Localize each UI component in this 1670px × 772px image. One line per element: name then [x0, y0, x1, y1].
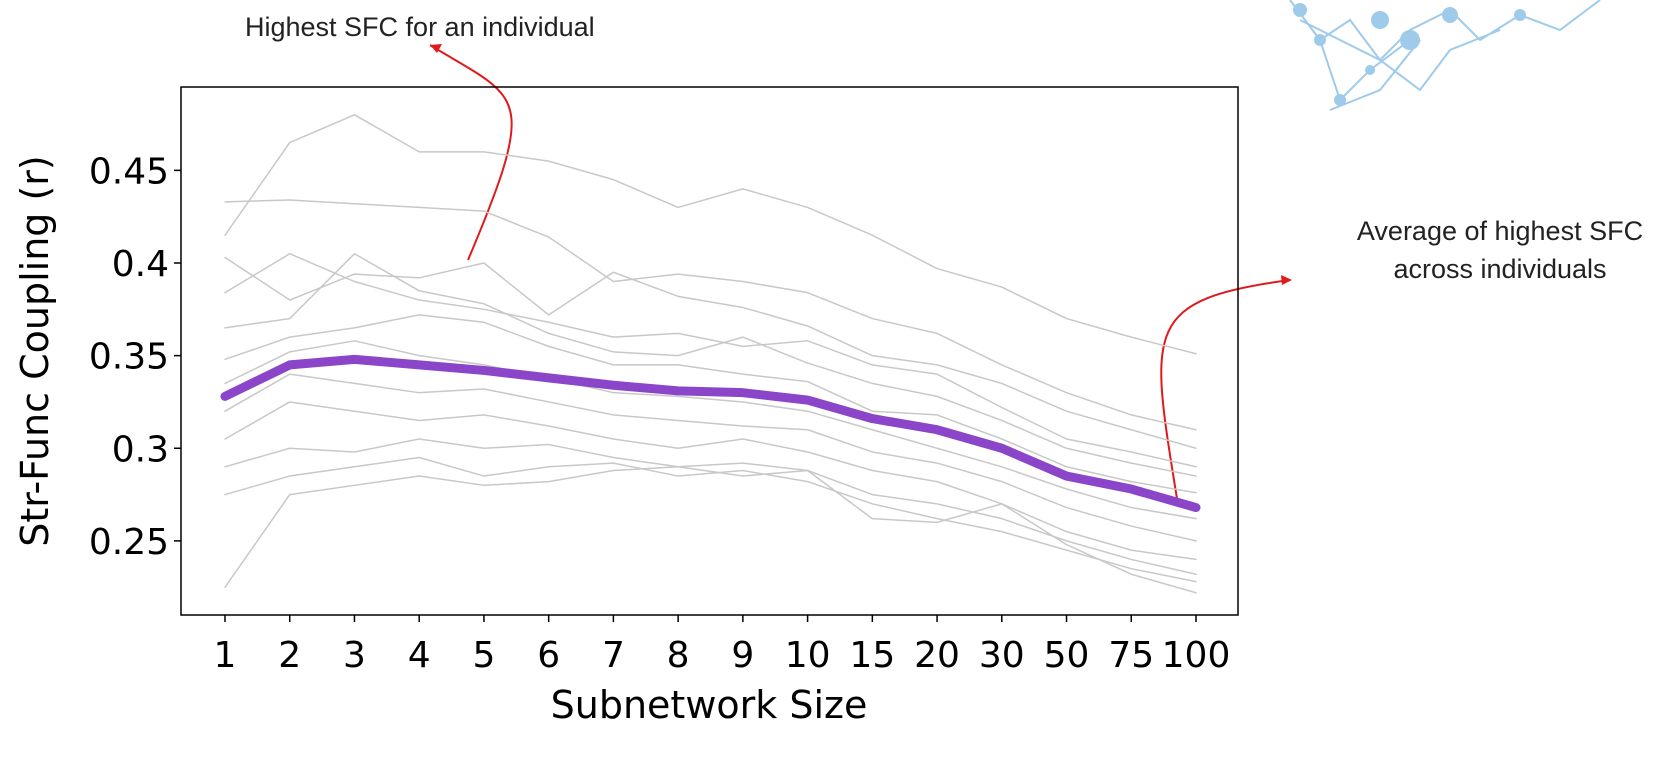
individual-line: [224, 314, 1197, 494]
y-tick-label: 0.35: [89, 337, 169, 378]
x-tick-label: 5: [472, 635, 495, 676]
x-tick-label: 7: [602, 635, 625, 676]
annotation-arrow: [1160, 279, 1291, 506]
arrow-head: [430, 44, 442, 53]
x-tick-label: 30: [979, 635, 1025, 676]
annotation-arrow: [429, 44, 513, 261]
individual-line: [224, 340, 1197, 520]
arrow-head: [1281, 275, 1292, 285]
x-tick-label: 50: [1044, 635, 1090, 676]
individual-line: [224, 252, 1197, 477]
individual-line: [224, 466, 1197, 594]
mean-line: [220, 354, 1201, 513]
individual-line: [224, 199, 1197, 431]
plot-frame: [180, 86, 1239, 616]
individual-line: [224, 114, 1197, 355]
x-tick-label: 6: [537, 635, 560, 676]
x-tick-label: 8: [667, 635, 690, 676]
individual-line: [224, 438, 1197, 575]
y-tick-label: 0.25: [89, 522, 169, 563]
y-tick-label: 0.4: [112, 244, 169, 285]
individual-line: [224, 401, 1197, 561]
x-tick-label: 10: [785, 635, 831, 676]
x-tick-label: 3: [343, 635, 366, 676]
individual-line: [224, 373, 1197, 542]
x-tick-label: 9: [731, 635, 754, 676]
x-tick-label: 15: [849, 635, 895, 676]
individual-line: [224, 252, 1197, 468]
annotation: Highest SFC for an individual: [245, 12, 595, 42]
x-axis-label: Subnetwork Size: [551, 683, 868, 727]
x-tick-label: 2: [278, 635, 301, 676]
y-tick-label: 0.3: [112, 429, 169, 470]
x-tick-label: 4: [408, 635, 431, 676]
y-axis-label: Str-Func Coupling (r): [13, 155, 57, 547]
x-tick-label: 75: [1108, 635, 1154, 676]
logo: [1289, 0, 1601, 111]
x-tick-label: 100: [1162, 635, 1231, 676]
x-tick-label: 1: [214, 635, 237, 676]
x-tick-label: 20: [914, 635, 960, 676]
annotation: Average of highest SFC across individual…: [1356, 216, 1644, 284]
individual-line: [224, 256, 1197, 450]
individual-line: [224, 456, 1197, 583]
y-tick-label: 0.45: [89, 151, 169, 192]
